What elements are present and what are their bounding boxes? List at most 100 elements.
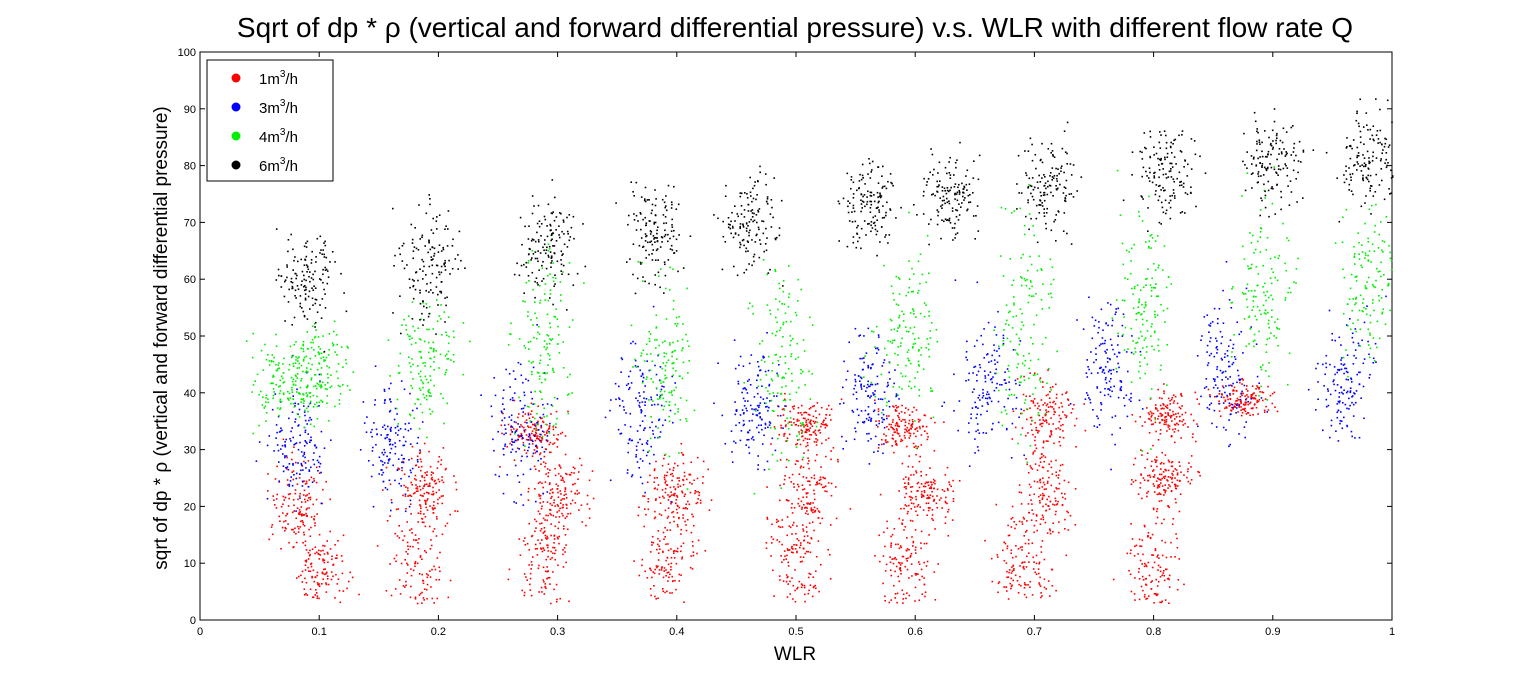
data-point xyxy=(319,554,322,556)
data-point xyxy=(280,427,282,429)
data-point xyxy=(304,409,306,412)
data-point xyxy=(296,388,298,391)
data-point xyxy=(1028,483,1031,486)
data-point xyxy=(549,509,551,511)
data-point xyxy=(416,407,418,410)
data-point xyxy=(630,475,633,478)
data-point xyxy=(1222,289,1224,292)
data-point xyxy=(873,393,876,396)
data-point xyxy=(1357,342,1360,345)
data-point xyxy=(546,343,548,345)
data-point xyxy=(313,477,315,480)
data-point xyxy=(884,600,886,602)
data-point xyxy=(556,417,558,420)
data-point xyxy=(629,425,632,428)
data-point xyxy=(252,384,255,386)
data-point xyxy=(559,597,561,600)
data-point xyxy=(305,371,307,374)
data-point xyxy=(641,420,644,422)
data-point xyxy=(977,449,980,452)
data-point xyxy=(419,452,421,455)
data-point xyxy=(566,507,568,509)
data-point xyxy=(1018,384,1021,386)
data-point xyxy=(557,485,559,487)
data-point xyxy=(271,408,274,411)
data-point xyxy=(658,573,661,575)
data-point xyxy=(1139,350,1142,353)
data-point xyxy=(815,444,818,446)
data-point xyxy=(316,571,319,574)
data-point xyxy=(669,521,671,524)
data-point xyxy=(774,449,777,452)
data-point xyxy=(1046,498,1048,501)
data-point xyxy=(1035,554,1038,557)
data-point xyxy=(908,437,911,439)
data-point xyxy=(554,552,556,555)
data-point xyxy=(1245,388,1248,390)
data-point xyxy=(733,339,736,341)
data-point xyxy=(1106,361,1109,363)
data-point xyxy=(538,493,540,496)
data-point xyxy=(524,537,526,539)
data-point xyxy=(409,596,412,599)
data-point xyxy=(562,553,564,556)
data-point xyxy=(297,525,299,528)
data-point xyxy=(293,343,295,346)
data-point xyxy=(260,390,262,393)
data-point xyxy=(328,366,331,369)
data-point xyxy=(502,389,505,391)
data-point xyxy=(1112,578,1115,581)
data-point xyxy=(1340,359,1342,361)
data-point xyxy=(307,362,310,365)
data-point xyxy=(672,367,674,370)
data-point xyxy=(920,542,922,544)
data-point xyxy=(428,351,430,354)
data-point xyxy=(668,401,671,403)
data-point xyxy=(545,537,547,539)
data-point xyxy=(526,455,528,458)
data-point xyxy=(402,460,404,463)
data-point xyxy=(1167,505,1170,508)
data-point xyxy=(1069,514,1072,517)
data-point xyxy=(1209,322,1212,325)
data-point xyxy=(879,493,882,496)
data-point xyxy=(724,442,727,445)
data-point xyxy=(1055,459,1057,462)
data-point xyxy=(882,452,884,455)
data-point xyxy=(784,398,786,401)
data-point xyxy=(1228,299,1231,301)
data-point xyxy=(388,440,391,443)
data-point xyxy=(665,361,668,364)
data-point xyxy=(803,426,805,428)
data-point xyxy=(707,468,709,471)
data-point xyxy=(888,423,891,426)
data-point xyxy=(326,575,329,577)
data-point xyxy=(768,406,770,409)
data-point xyxy=(801,508,803,510)
data-point xyxy=(302,370,304,373)
data-point xyxy=(763,469,766,471)
data-point xyxy=(926,514,928,516)
data-point xyxy=(1169,476,1172,479)
data-point xyxy=(504,443,507,446)
data-point xyxy=(931,514,934,516)
data-point xyxy=(930,417,932,420)
data-point xyxy=(384,399,386,401)
data-point xyxy=(699,499,702,502)
data-point xyxy=(306,395,308,398)
data-point xyxy=(313,580,315,583)
data-point xyxy=(669,486,672,489)
data-point xyxy=(895,543,897,546)
data-point xyxy=(422,487,424,490)
data-point xyxy=(676,322,679,325)
data-point xyxy=(526,422,528,424)
data-point xyxy=(309,439,312,442)
data-point xyxy=(306,494,308,496)
data-point xyxy=(1007,524,1009,527)
data-point xyxy=(537,429,540,431)
data-point xyxy=(746,439,748,441)
data-point xyxy=(418,338,421,340)
data-point xyxy=(876,375,879,378)
data-point xyxy=(805,419,808,422)
data-point xyxy=(447,596,450,599)
